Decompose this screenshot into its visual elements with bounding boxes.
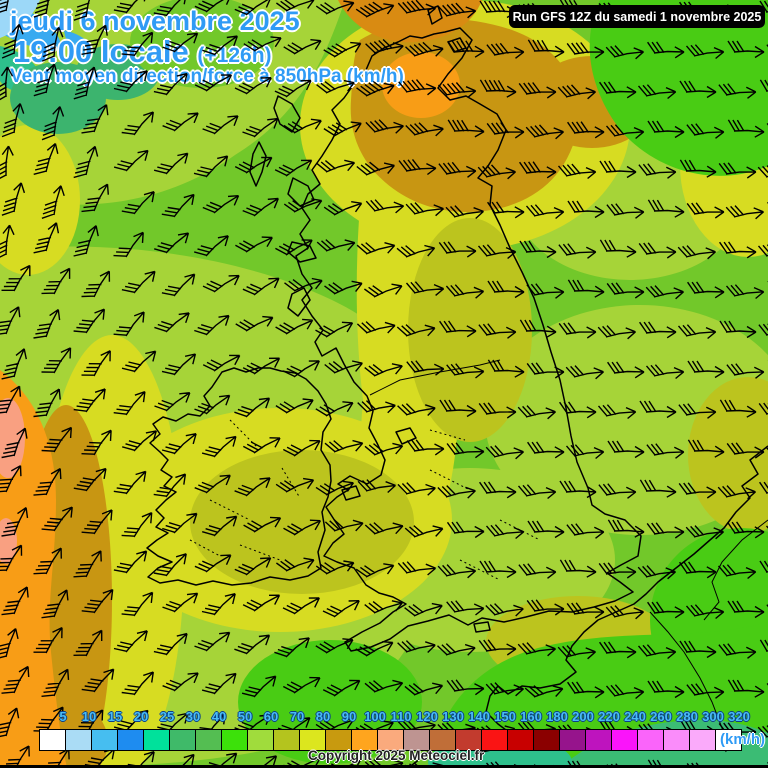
legend-tick-180: 180 (546, 709, 568, 724)
legend-tick-50: 50 (237, 709, 253, 724)
legend-box-8 (247, 729, 274, 751)
legend-tick-150: 150 (494, 709, 516, 724)
legend-tick-110: 110 (390, 709, 412, 724)
region-salmon-west2 (0, 518, 17, 564)
legend-box-23 (637, 729, 664, 751)
legend-unit-label: (km/h) (720, 731, 765, 748)
coast-ireland (146, 367, 332, 586)
legend-box-20 (559, 729, 586, 751)
coast-isle-of-wight (473, 621, 491, 633)
legend-tick-100: 100 (364, 709, 386, 724)
legend-tick-240: 240 (624, 709, 646, 724)
legend-tick-90: 90 (341, 709, 357, 724)
region-lightcyan-corner (0, 0, 40, 38)
legend-tick-300: 300 (702, 709, 724, 724)
legend-tick-10: 10 (81, 709, 97, 724)
legend-tick-80: 80 (315, 709, 331, 724)
region-green-top-wedge (130, 0, 274, 88)
legend-tick-130: 130 (442, 709, 464, 724)
legend-box-0 (39, 729, 66, 751)
legend-box-17 (481, 729, 508, 751)
legend-box-2 (91, 729, 118, 751)
legend-tick-5: 5 (59, 709, 67, 724)
legend-box-4 (143, 729, 170, 751)
region-olive-column (408, 218, 532, 442)
legend-box-19 (533, 729, 560, 751)
legend-box-6 (195, 729, 222, 751)
legend-tick-120: 120 (416, 709, 438, 724)
legend-tick-220: 220 (598, 709, 620, 724)
coast-great-britain (295, 27, 642, 652)
border-belgium-netherlands (703, 519, 768, 621)
region-salmon-west1 (0, 398, 25, 478)
legend-box-7 (221, 729, 248, 751)
legend-tick-140: 140 (468, 709, 490, 724)
legend-tick-160: 160 (520, 709, 542, 724)
legend-tick-15: 15 (107, 709, 123, 724)
legend-tick-280: 280 (676, 709, 698, 724)
legend-box-18 (507, 729, 534, 751)
legend-box-3 (117, 729, 144, 751)
bottom-border (0, 765, 768, 768)
legend-box-26 (715, 729, 742, 751)
region-yellow-topleft (0, 125, 80, 275)
legend-tick-30: 30 (185, 709, 201, 724)
local-time: 19:00 locale (13, 34, 189, 69)
wind-speed-colour-scale (39, 729, 742, 751)
legend-box-9 (273, 729, 300, 751)
legend-box-22 (611, 729, 638, 751)
legend-tick-60: 60 (263, 709, 279, 724)
parameter-label: Vent moyen direction/force à 850hPa (km/… (10, 66, 404, 87)
legend-tick-320: 320 (728, 709, 750, 724)
legend-tick-40: 40 (211, 709, 227, 724)
coast-anglesey (341, 485, 361, 501)
coast-isle-of-man (395, 427, 417, 445)
legend-tick-200: 200 (572, 709, 594, 724)
legend-box-21 (585, 729, 612, 751)
model-run-badge: Run GFS 12Z du samedi 1 novembre 2025 (509, 5, 765, 28)
region-olive-ireland (190, 450, 414, 594)
coast-hebrides (249, 95, 317, 317)
legend-tick-25: 25 (159, 709, 175, 724)
legend-tick-20: 20 (133, 709, 149, 724)
legend-box-1 (65, 729, 92, 751)
legend-box-5 (169, 729, 196, 751)
copyright-notice: Copyright 2025 Meteociel.fr (308, 748, 485, 763)
legend-box-24 (663, 729, 690, 751)
legend-tick-260: 260 (650, 709, 672, 724)
legend-box-25 (689, 729, 716, 751)
legend-tick-70: 70 (289, 709, 305, 724)
